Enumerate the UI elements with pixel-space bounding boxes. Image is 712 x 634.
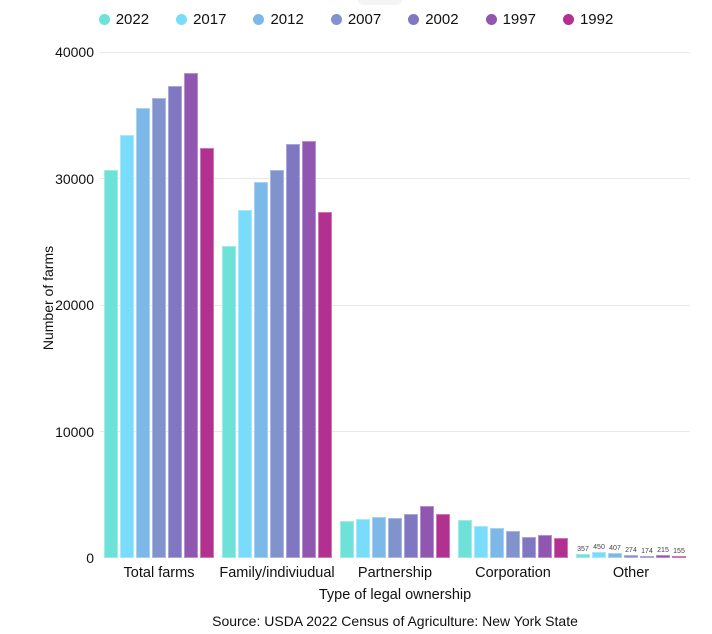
x-category-label: Corporation xyxy=(475,565,551,581)
bar-group xyxy=(454,52,572,558)
legend-item: 2017 xyxy=(176,11,226,28)
y-axis-ticks: 0 10000 20000 30000 40000 xyxy=(0,44,94,566)
x-category-label: Partnership xyxy=(357,565,433,581)
bar xyxy=(372,516,386,558)
legend-label: 2012 xyxy=(270,11,304,28)
legend-label: 2022 xyxy=(115,11,150,28)
legend-item: 1992 xyxy=(562,11,614,28)
bar xyxy=(420,505,434,558)
bar-groups: 357 450 407 274 174 215 155 xyxy=(100,52,690,558)
gridline xyxy=(100,431,690,432)
bar xyxy=(200,148,214,558)
legend-swatch-icon xyxy=(98,14,110,25)
bar xyxy=(152,97,166,558)
bar xyxy=(458,520,472,558)
bar xyxy=(168,85,182,558)
plot-area: 357 450 407 274 174 215 155 xyxy=(100,51,690,558)
bar xyxy=(388,518,402,558)
gridline xyxy=(100,304,690,306)
y-tick-label: 40000 xyxy=(55,44,94,60)
legend-item: 2002 xyxy=(408,11,459,28)
legend-item: 1997 xyxy=(485,11,536,28)
bar xyxy=(238,209,252,558)
bar xyxy=(554,538,568,558)
bar-group xyxy=(218,52,336,558)
bar xyxy=(104,170,118,558)
bar-value-label: 407 xyxy=(609,544,621,552)
legend-swatch-icon xyxy=(253,14,265,25)
legend: 2022 2017 2012 2007 2002 1997 1992 xyxy=(0,11,712,28)
bar xyxy=(404,513,418,558)
bar: 174 xyxy=(640,548,654,558)
legend-label: 2002 xyxy=(425,11,459,28)
x-category-label: Other xyxy=(612,565,650,581)
source-note: Source: USDA 2022 Census of Agriculture:… xyxy=(212,613,578,629)
legend-swatch-icon xyxy=(485,14,497,25)
bar-value-label: 155 xyxy=(673,548,685,555)
y-tick-label: 10000 xyxy=(55,423,94,440)
bar xyxy=(120,134,134,558)
bar xyxy=(522,537,536,558)
bar xyxy=(490,527,504,558)
bar: 155 xyxy=(672,548,686,558)
bar: 215 xyxy=(656,547,670,558)
legend-item: 2007 xyxy=(330,11,382,28)
bar: 407 xyxy=(608,545,622,558)
bar xyxy=(302,141,316,558)
legend-label: 1992 xyxy=(579,11,614,28)
bar xyxy=(474,525,488,558)
bar xyxy=(356,519,370,558)
legend-swatch-icon xyxy=(408,14,420,25)
bar: 450 xyxy=(592,544,606,558)
y-tick-label: 20000 xyxy=(55,297,94,313)
legend-swatch-icon xyxy=(562,14,574,25)
bar: 274 xyxy=(624,547,638,558)
gridline xyxy=(100,178,690,179)
legend-swatch-icon xyxy=(330,14,342,25)
legend-label: 1997 xyxy=(502,11,536,28)
legend-item: 2022 xyxy=(98,11,150,28)
x-category-label: Family/indiviudual xyxy=(219,565,335,581)
bar xyxy=(436,514,450,558)
bar xyxy=(254,181,268,558)
cropped-tooltip-artifact xyxy=(357,0,403,5)
bar xyxy=(506,530,520,558)
bar-value-label: 357 xyxy=(577,545,589,553)
bar-value-label: 215 xyxy=(657,547,669,555)
bar xyxy=(538,534,552,558)
gridline xyxy=(100,51,690,53)
x-axis-title: Type of legal ownership xyxy=(318,587,472,603)
bar-group xyxy=(100,52,218,558)
y-tick-label: 0 xyxy=(86,550,94,566)
legend-label: 2007 xyxy=(347,11,382,28)
bar-value-label: 450 xyxy=(593,544,605,552)
x-axis-category-labels: Total farms Family/indiviudual Partnership… xyxy=(100,565,690,581)
legend-label: 2017 xyxy=(193,11,227,28)
bar-value-label: 274 xyxy=(625,546,637,554)
bar xyxy=(286,143,300,558)
bar xyxy=(318,212,332,558)
bar xyxy=(136,108,150,558)
bar: 357 xyxy=(576,546,590,558)
x-category-label: Total farms xyxy=(123,565,195,581)
bar-group: 357 450 407 274 174 215 155 xyxy=(572,52,690,558)
y-tick-label: 30000 xyxy=(55,170,94,187)
bar-group xyxy=(336,52,454,558)
legend-swatch-icon xyxy=(176,14,188,25)
bar-value-label: 174 xyxy=(641,547,653,555)
bar xyxy=(222,246,236,558)
bar xyxy=(184,72,198,558)
legend-item: 2012 xyxy=(253,11,304,28)
bar xyxy=(270,169,284,558)
bar xyxy=(340,521,354,558)
